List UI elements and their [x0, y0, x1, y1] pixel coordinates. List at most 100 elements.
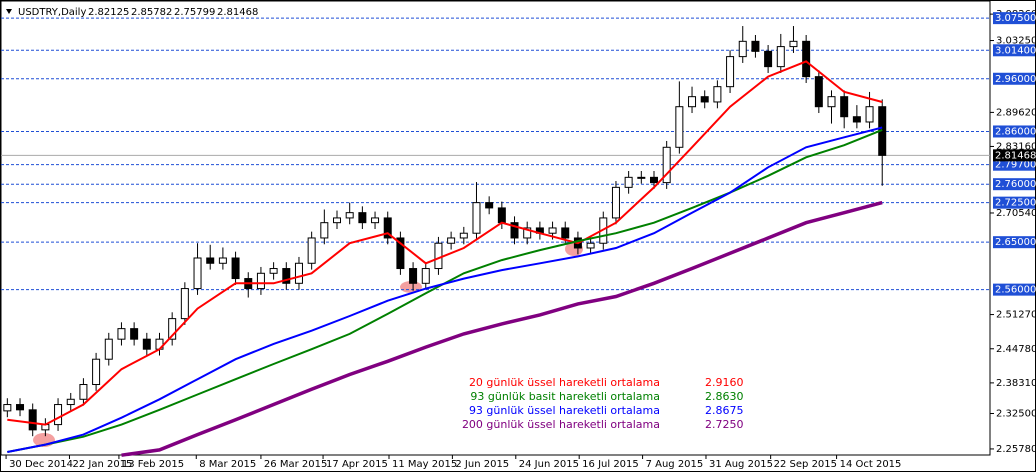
x-tick-label: 26 Mar 2015 [264, 459, 327, 470]
legend-label: 200 günlük üssel hareketli ortalama [462, 418, 660, 431]
candle-body [3, 404, 12, 412]
candle-body [802, 40, 811, 78]
candle-body [497, 207, 506, 224]
candle-body [16, 404, 25, 411]
menu-arrow [6, 9, 12, 14]
candle-body [282, 268, 291, 284]
level-label-box [993, 196, 1035, 209]
candle-body [320, 222, 329, 239]
level-label-box [993, 283, 1035, 296]
y-tick-label: 3.03250 [996, 36, 1036, 47]
candle-body [561, 227, 570, 239]
level-label-box [993, 125, 1035, 138]
header-value: 2.85782 [131, 7, 172, 18]
candle-body [611, 186, 620, 219]
level-label: 3.07500 [995, 13, 1036, 24]
candle-body [738, 40, 747, 58]
candle-body [371, 217, 380, 224]
candle-body [700, 96, 709, 103]
candle-body [485, 202, 494, 209]
candle-body [193, 257, 202, 290]
x-tick-label: 24 Jun 2015 [519, 459, 579, 470]
candle-body [358, 212, 367, 224]
candle-body [510, 222, 519, 239]
candle-body [307, 237, 316, 264]
candle-body [814, 76, 823, 108]
x-tick-label: 30 Dec 2014 [9, 459, 73, 470]
level-label: 2.65000 [995, 237, 1036, 248]
y-tick-label: 2.38310 [996, 378, 1036, 389]
level-label-box [993, 12, 1035, 25]
candle-body [637, 176, 646, 179]
candle-body [269, 268, 278, 274]
legend-label: 93 günlük üssel hareketli ortalama [469, 404, 660, 417]
candle-body [865, 106, 874, 123]
candle-body [168, 318, 177, 340]
candle-body [852, 116, 861, 123]
level-label: 2.76000 [995, 179, 1036, 190]
candle-body [218, 257, 227, 264]
candle-body [231, 257, 240, 280]
level-label: 2.72500 [995, 198, 1036, 209]
header-value: 2.75799 [174, 7, 215, 18]
x-tick-label: 22 Sep 2015 [774, 459, 837, 470]
candle-body [649, 176, 658, 184]
candle-body [586, 242, 595, 249]
level-label: 2.56000 [995, 285, 1036, 296]
level-label-box [993, 158, 1035, 171]
price-label: 2.81468 [995, 150, 1036, 161]
candle-body [548, 227, 557, 234]
ma-line [7, 60, 883, 426]
candle-body [142, 338, 151, 350]
candle-body [180, 288, 189, 320]
x-tick-label: 17 Apr 2015 [326, 459, 388, 470]
candle-body [206, 257, 215, 264]
y-tick-label: 2.83160 [996, 141, 1036, 152]
candle-body [130, 328, 139, 340]
candle-body [333, 217, 342, 224]
x-tick-label: 7 Aug 2015 [646, 459, 704, 470]
candle-body [751, 40, 760, 52]
ma-line [121, 200, 883, 457]
legend-value: 2.7250 [705, 418, 744, 431]
candle-body [662, 146, 671, 184]
x-tick-label: 11 May 2015 [392, 459, 457, 470]
level-label-box [993, 44, 1035, 57]
candle-body [776, 46, 785, 68]
legend: 20 günlük üssel hareketli ortalama 2.9160… [462, 376, 744, 431]
candle-body [54, 404, 63, 426]
candle-body [624, 176, 633, 188]
x-tick-label: 13 Feb 2015 [122, 459, 184, 470]
x-tick-label: 31 Aug 2015 [709, 459, 773, 470]
candle-body [447, 237, 456, 244]
x-tick-label: 14 Oct 2015 [840, 459, 902, 470]
level-label: 2.79700 [995, 160, 1036, 171]
candle-body [28, 409, 37, 431]
candle-body [523, 227, 532, 239]
y-tick-label: 2.25780 [996, 444, 1036, 455]
level-label-box [993, 72, 1035, 85]
candle-body [396, 237, 405, 270]
candle-body [294, 262, 303, 284]
header-value: 2.82125 [88, 7, 129, 18]
chart-title: USDTRY,Daily [18, 7, 86, 18]
candle-body [726, 56, 735, 88]
header-value: 2.81468 [217, 7, 258, 18]
y-tick-label: 2.89620 [996, 107, 1036, 118]
candle-body [472, 202, 481, 234]
plot-border [0, 0, 991, 456]
candle-body [713, 86, 722, 103]
candle-body [345, 212, 354, 219]
level-label: 3.01400 [995, 45, 1036, 56]
candle-body [840, 96, 849, 118]
candle-body [789, 40, 798, 48]
y-tick-label: 2.70540 [996, 208, 1036, 219]
candle-body [104, 338, 113, 360]
level-label-box [993, 178, 1035, 191]
legend-value: 2.8675 [705, 404, 744, 417]
level-label: 2.96000 [995, 74, 1036, 85]
y-tick-label: 2.44780 [996, 344, 1036, 355]
candle-body [827, 96, 836, 108]
x-tick-label: 16 Jul 2015 [582, 459, 639, 470]
